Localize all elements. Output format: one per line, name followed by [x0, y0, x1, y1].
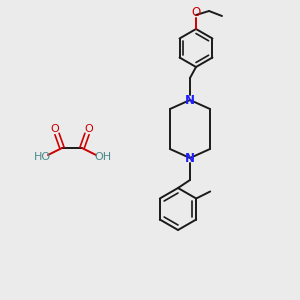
Text: O: O	[191, 7, 201, 20]
Text: N: N	[185, 152, 195, 164]
Text: O: O	[85, 124, 93, 134]
Text: OH: OH	[94, 152, 112, 162]
Text: N: N	[185, 94, 195, 106]
Text: O: O	[51, 124, 59, 134]
Text: HO: HO	[33, 152, 51, 162]
